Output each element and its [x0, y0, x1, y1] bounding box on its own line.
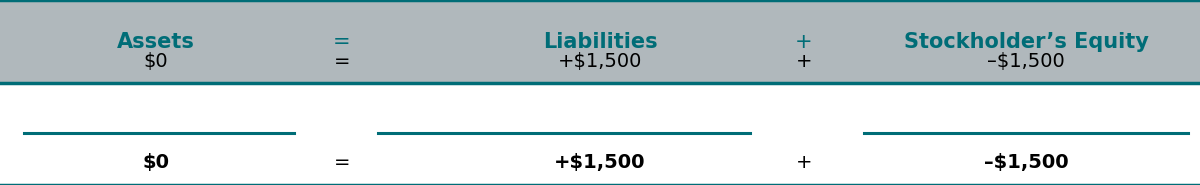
Text: –$1,500: –$1,500: [988, 52, 1064, 70]
Text: =: =: [334, 32, 350, 52]
Text: $0: $0: [144, 52, 168, 70]
Text: +$1,500: +$1,500: [554, 153, 646, 172]
FancyBboxPatch shape: [0, 0, 1200, 83]
Text: Stockholder’s Equity: Stockholder’s Equity: [904, 32, 1148, 52]
Text: =: =: [334, 52, 350, 70]
Text: –$1,500: –$1,500: [984, 153, 1068, 172]
Text: +: +: [796, 52, 812, 70]
FancyBboxPatch shape: [0, 83, 1200, 185]
Text: +$1,500: +$1,500: [558, 52, 642, 70]
Text: +: +: [796, 153, 812, 172]
Text: Liabilities: Liabilities: [542, 32, 658, 52]
Text: =: =: [334, 153, 350, 172]
Text: +: +: [796, 32, 812, 52]
Text: $0: $0: [143, 153, 169, 172]
Text: Assets: Assets: [118, 32, 194, 52]
